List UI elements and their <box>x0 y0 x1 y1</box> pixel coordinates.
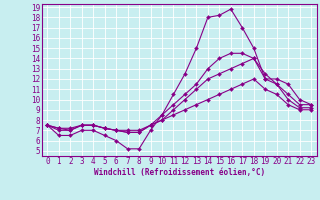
X-axis label: Windchill (Refroidissement éolien,°C): Windchill (Refroidissement éolien,°C) <box>94 168 265 177</box>
